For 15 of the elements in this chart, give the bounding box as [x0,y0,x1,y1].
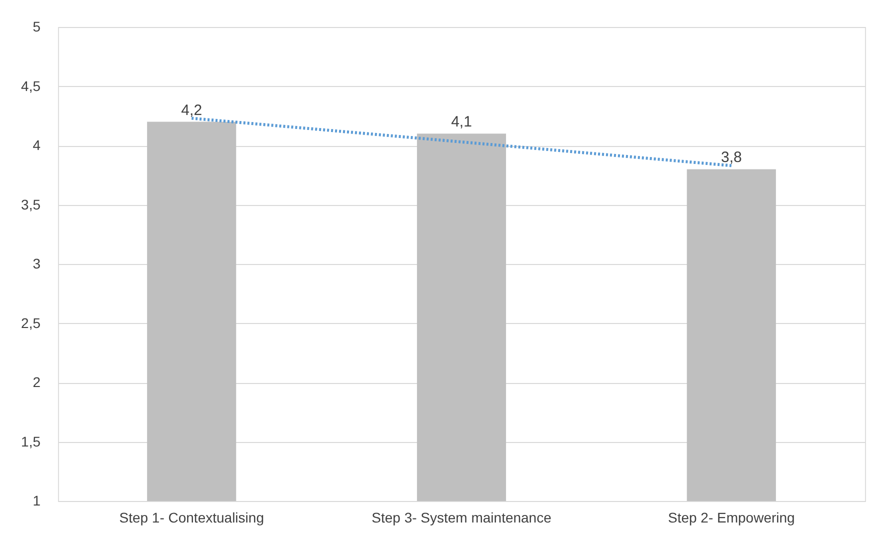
x-tick-label: Step 3- System maintenance [372,510,552,526]
y-tick-label: 3,5 [21,196,41,212]
y-tick-label: 3 [32,256,41,272]
data-label: 4,1 [451,114,472,131]
data-label: 4,2 [181,102,202,119]
y-tick-label: 2,5 [21,314,41,331]
y-tick-label: 2 [32,374,41,390]
y-tick-label: 1 [32,492,41,508]
y-tick-label: 4,5 [21,78,41,94]
y-tick-label: 4 [32,137,41,153]
x-tick-label: Step 2- Empowering [668,510,795,526]
y-tick-label: 1,5 [21,433,41,450]
data-label: 3,8 [720,149,742,166]
x-tick-label: Step 1- Contextualising [119,510,264,526]
y-tick-label: 5 [32,18,41,34]
